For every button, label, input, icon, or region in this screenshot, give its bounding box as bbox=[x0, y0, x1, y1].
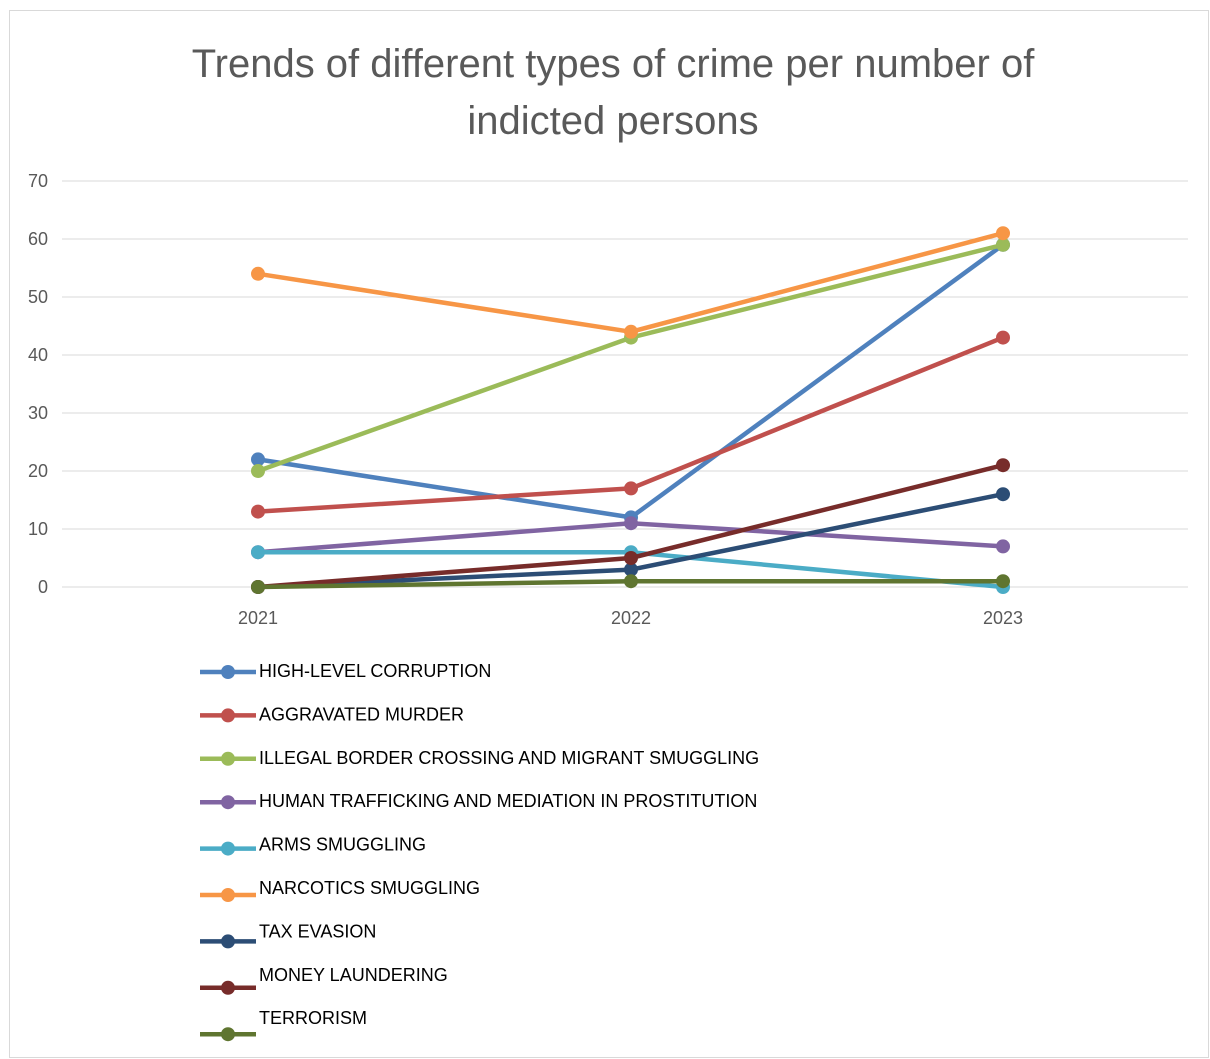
data-point bbox=[624, 516, 638, 531]
data-point bbox=[624, 551, 638, 565]
legend-swatch-marker bbox=[221, 888, 235, 902]
legend-item: MONEY LAUNDERING bbox=[200, 965, 448, 995]
legend-item: HUMAN TRAFFICKING AND MEDIATION IN PROST… bbox=[200, 791, 757, 811]
series-3 bbox=[251, 237, 1010, 478]
series-2 bbox=[251, 330, 1010, 519]
legend-item: TERRORISM bbox=[200, 1008, 367, 1042]
y-tick-label: 10 bbox=[28, 519, 48, 539]
y-tick-label: 30 bbox=[28, 403, 48, 423]
legend-swatch-marker bbox=[221, 1027, 235, 1042]
data-point bbox=[996, 330, 1010, 345]
y-tick-label: 70 bbox=[28, 171, 48, 191]
data-point bbox=[996, 458, 1010, 473]
legend-label: TERRORISM bbox=[259, 1008, 367, 1028]
legend-swatch-marker bbox=[221, 980, 235, 995]
legend-label: AGGRAVATED MURDER bbox=[259, 704, 464, 724]
legend-item: ILLEGAL BORDER CROSSING AND MIGRANT SMUG… bbox=[200, 748, 759, 768]
legend-item: TAX EVASION bbox=[200, 921, 376, 949]
legend-label: HUMAN TRAFFICKING AND MEDIATION IN PROST… bbox=[259, 791, 757, 811]
data-point bbox=[251, 545, 265, 560]
legend-swatch-marker bbox=[221, 751, 235, 766]
series-line bbox=[255, 230, 1006, 335]
data-point bbox=[624, 574, 638, 589]
legend-swatch-marker bbox=[221, 934, 235, 949]
y-tick-label: 50 bbox=[28, 287, 48, 307]
chart-title-line-1: Trends of different types of crime per n… bbox=[192, 42, 1036, 86]
legend-item: AGGRAVATED MURDER bbox=[200, 704, 464, 724]
data-point bbox=[624, 562, 638, 577]
data-point bbox=[251, 504, 265, 519]
legend-label: TAX EVASION bbox=[259, 921, 376, 941]
data-point bbox=[251, 452, 265, 467]
legend-item: ARMS SMUGGLING bbox=[200, 835, 426, 856]
legend-swatch-marker bbox=[221, 665, 235, 679]
x-tick-label: 2022 bbox=[611, 608, 651, 628]
legend-label: NARCOTICS SMUGGLING bbox=[259, 878, 480, 898]
series-line bbox=[255, 242, 1006, 474]
legend-label: MONEY LAUNDERING bbox=[259, 965, 448, 985]
data-point bbox=[624, 481, 638, 496]
legend-swatch-marker bbox=[221, 795, 235, 810]
data-point bbox=[996, 487, 1010, 502]
chart-frame bbox=[9, 10, 1209, 1058]
data-point bbox=[996, 226, 1010, 241]
data-point bbox=[624, 324, 638, 339]
series-6 bbox=[251, 226, 1010, 339]
data-point bbox=[251, 464, 265, 478]
x-tick-label: 2021 bbox=[238, 608, 278, 628]
data-point bbox=[996, 237, 1010, 252]
series-9 bbox=[251, 574, 1010, 594]
data-point bbox=[251, 580, 265, 594]
x-tick-label: 2023 bbox=[983, 608, 1023, 628]
y-tick-label: 60 bbox=[28, 229, 48, 249]
legend-label: ARMS SMUGGLING bbox=[259, 835, 426, 855]
data-point bbox=[996, 539, 1010, 554]
legend-swatch-marker bbox=[221, 841, 235, 856]
chart-title-line-2: indicted persons bbox=[467, 99, 758, 143]
y-tick-label: 20 bbox=[28, 461, 48, 481]
legend-swatch-marker bbox=[221, 708, 235, 723]
y-tick-label: 40 bbox=[28, 345, 48, 365]
legend-label: HIGH-LEVEL CORRUPTION bbox=[259, 661, 491, 681]
legend-item: NARCOTICS SMUGGLING bbox=[200, 878, 480, 902]
legend-item: HIGH-LEVEL CORRUPTION bbox=[200, 661, 491, 681]
data-point bbox=[251, 266, 265, 281]
y-tick-label: 0 bbox=[38, 577, 48, 597]
legend-label: ILLEGAL BORDER CROSSING AND MIGRANT SMUG… bbox=[259, 748, 759, 768]
data-point bbox=[996, 574, 1010, 589]
